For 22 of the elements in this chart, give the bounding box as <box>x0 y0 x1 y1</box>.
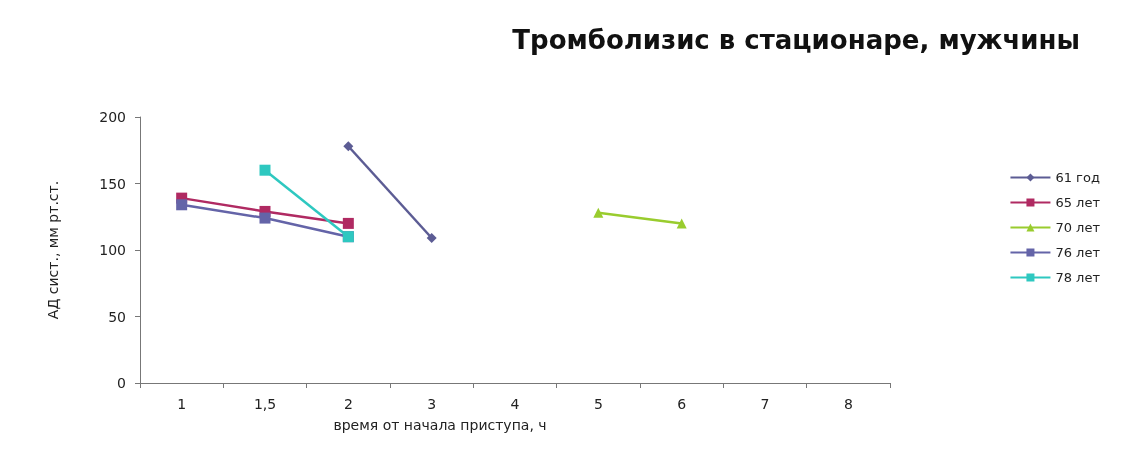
legend-label: 61 год <box>1055 170 1100 185</box>
y-tick-label: 100 <box>99 242 126 258</box>
x-tick-label: 5 <box>593 396 603 412</box>
y-tick-label: 150 <box>99 175 126 192</box>
y-axis-title: АД сист., мм рт.ст. <box>45 180 61 320</box>
x-axis-title: время от начала приступа, ч <box>333 417 547 433</box>
legend-label: 78 лет <box>1055 270 1101 285</box>
y-tick-label: 200 <box>99 109 126 125</box>
x-tick-label: 7 <box>760 396 770 412</box>
x-tick-label: 3 <box>427 396 437 412</box>
y-tick-label: 50 <box>108 308 126 325</box>
legend-label: 76 лет <box>1055 245 1101 260</box>
x-tick-label: 6 <box>677 396 687 412</box>
y-tick-label: 0 <box>117 375 126 391</box>
x-tick-label: 8 <box>843 396 853 412</box>
x-tick-label: 4 <box>510 396 520 412</box>
legend-label: 65 лет <box>1055 195 1101 210</box>
chart-title: Тромболизис в стационаре, мужчины <box>512 25 1081 55</box>
legend-label: 70 лет <box>1055 220 1101 235</box>
x-tick-label: 1 <box>177 396 187 412</box>
x-tick-label: 1,5 <box>253 396 277 412</box>
x-tick-label: 2 <box>343 396 353 412</box>
